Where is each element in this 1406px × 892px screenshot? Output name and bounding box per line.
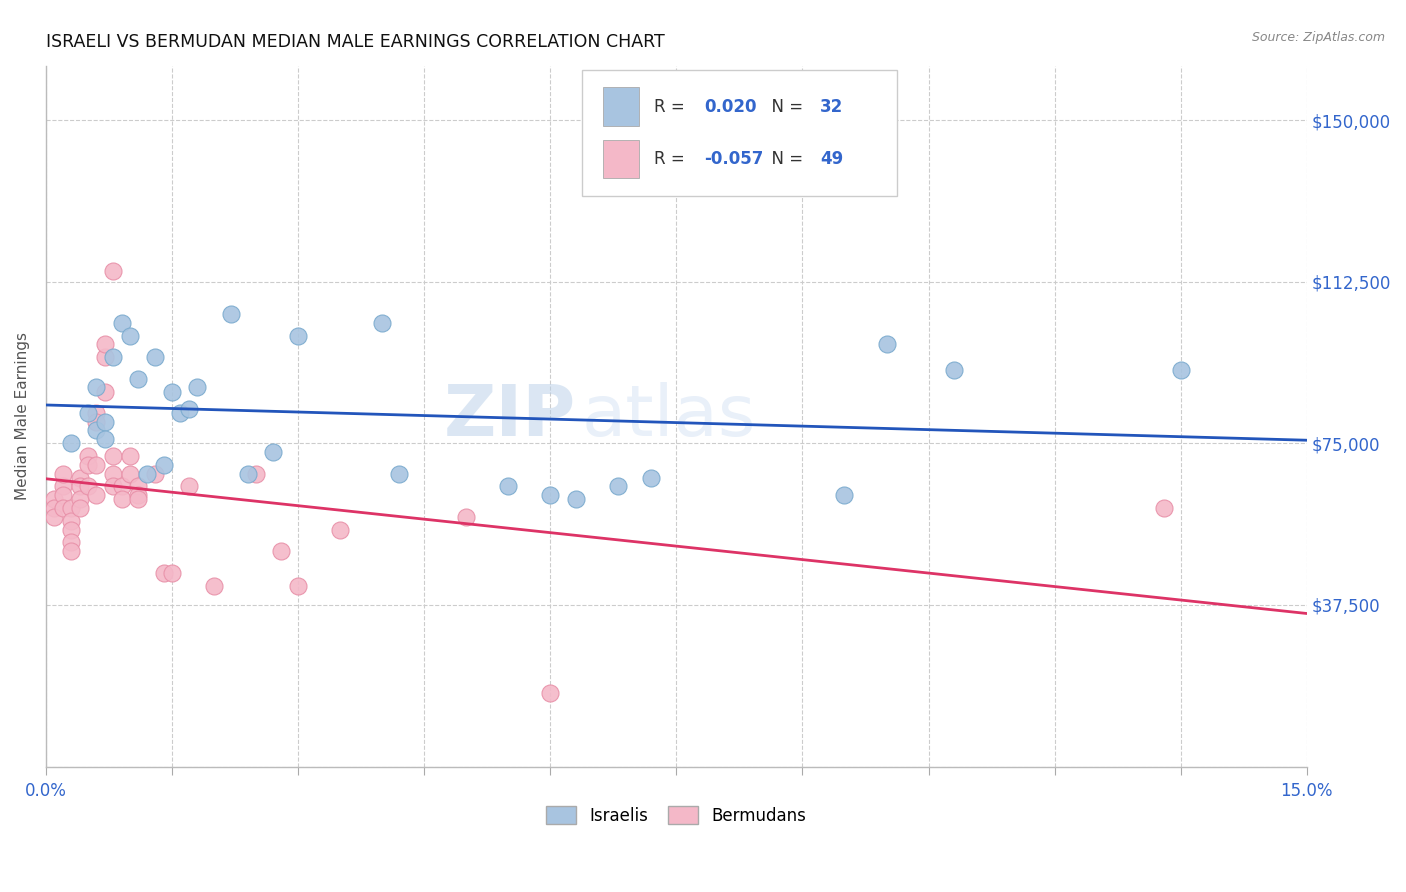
Point: [287, 578, 309, 592]
Text: atlas: atlas: [582, 382, 756, 451]
Point: [262, 445, 284, 459]
Point: [103, 264, 125, 278]
Point: [606, 479, 628, 493]
Point: [60, 544, 83, 558]
Point: [371, 316, 394, 330]
Point: [111, 316, 134, 330]
Point: [127, 479, 149, 493]
Point: [60, 535, 83, 549]
Point: [876, 337, 898, 351]
Point: [118, 328, 141, 343]
Point: [103, 479, 125, 493]
Point: [456, 509, 478, 524]
Point: [152, 458, 174, 472]
Point: [118, 467, 141, 481]
Text: Source: ZipAtlas.com: Source: ZipAtlas.com: [1251, 31, 1385, 45]
Point: [143, 350, 166, 364]
Point: [94, 337, 117, 351]
Y-axis label: Median Male Earnings: Median Male Earnings: [15, 333, 30, 500]
Point: [60, 514, 83, 528]
Point: [52, 467, 75, 481]
Point: [135, 467, 157, 481]
Point: [94, 384, 117, 399]
Point: [94, 415, 117, 429]
Legend: Israelis, Bermudans: Israelis, Bermudans: [546, 806, 807, 825]
Point: [388, 467, 411, 481]
Point: [143, 467, 166, 481]
Point: [60, 501, 83, 516]
Point: [219, 307, 242, 321]
Text: 32: 32: [820, 97, 844, 116]
Point: [287, 328, 309, 343]
Point: [86, 406, 108, 420]
Point: [538, 686, 561, 700]
Text: N =: N =: [761, 150, 808, 168]
Point: [160, 384, 183, 399]
Point: [236, 467, 259, 481]
Point: [69, 479, 91, 493]
Text: 49: 49: [820, 150, 844, 168]
FancyBboxPatch shape: [603, 140, 638, 178]
Point: [202, 578, 225, 592]
Point: [69, 501, 91, 516]
Point: [640, 471, 662, 485]
FancyBboxPatch shape: [582, 70, 897, 196]
Text: -0.057: -0.057: [704, 150, 763, 168]
Point: [52, 479, 75, 493]
Point: [160, 566, 183, 580]
Point: [270, 544, 292, 558]
Point: [77, 458, 100, 472]
Point: [94, 350, 117, 364]
Point: [86, 424, 108, 438]
Point: [942, 363, 965, 377]
Point: [111, 492, 134, 507]
Point: [103, 467, 125, 481]
Text: ZIP: ZIP: [443, 382, 575, 451]
Point: [86, 415, 108, 429]
Point: [86, 488, 108, 502]
Point: [496, 479, 519, 493]
Point: [127, 372, 149, 386]
Point: [69, 471, 91, 485]
Point: [118, 450, 141, 464]
Point: [44, 509, 66, 524]
Point: [245, 467, 267, 481]
Text: R =: R =: [654, 150, 690, 168]
Point: [186, 380, 208, 394]
Point: [52, 501, 75, 516]
Point: [111, 479, 134, 493]
Text: N =: N =: [761, 97, 808, 116]
Point: [1153, 501, 1175, 516]
Point: [1170, 363, 1192, 377]
Point: [86, 380, 108, 394]
Point: [169, 406, 191, 420]
Text: R =: R =: [654, 97, 690, 116]
Point: [177, 401, 200, 416]
Point: [834, 488, 856, 502]
FancyBboxPatch shape: [603, 87, 638, 126]
Point: [44, 501, 66, 516]
Point: [77, 406, 100, 420]
Point: [538, 488, 561, 502]
Point: [77, 479, 100, 493]
Point: [127, 492, 149, 507]
Point: [103, 350, 125, 364]
Point: [152, 566, 174, 580]
Point: [127, 488, 149, 502]
Text: 0.020: 0.020: [704, 97, 756, 116]
Text: ISRAELI VS BERMUDAN MEDIAN MALE EARNINGS CORRELATION CHART: ISRAELI VS BERMUDAN MEDIAN MALE EARNINGS…: [46, 33, 665, 51]
Point: [94, 432, 117, 446]
Point: [564, 492, 586, 507]
Point: [60, 523, 83, 537]
Point: [44, 492, 66, 507]
Point: [52, 488, 75, 502]
Point: [77, 450, 100, 464]
Point: [329, 523, 352, 537]
Point: [86, 458, 108, 472]
Point: [60, 436, 83, 450]
Point: [177, 479, 200, 493]
Point: [69, 492, 91, 507]
Point: [103, 450, 125, 464]
